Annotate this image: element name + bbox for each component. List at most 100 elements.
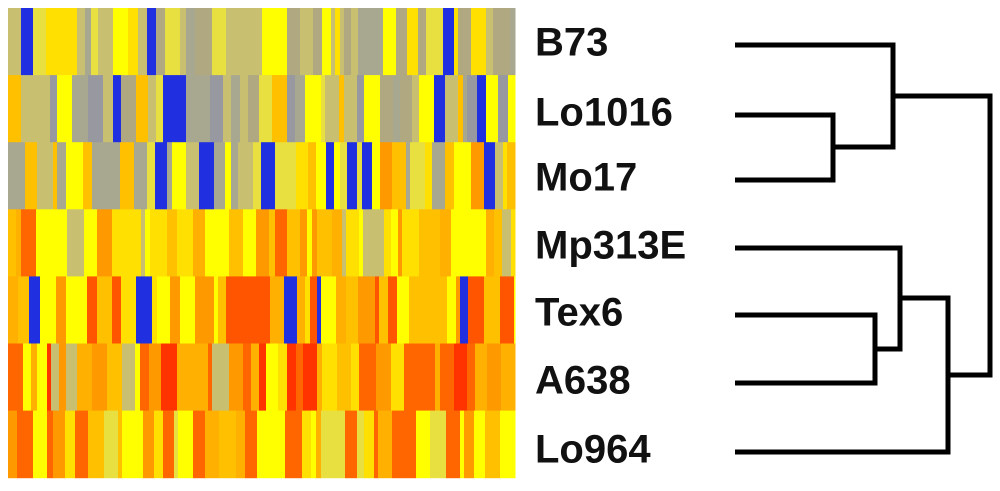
heatmap-cell bbox=[484, 276, 501, 344]
dendrogram-branch bbox=[735, 295, 951, 455]
heatmap-cell bbox=[256, 276, 271, 344]
heatmap-cell bbox=[303, 343, 318, 412]
heatmap-cell bbox=[112, 209, 126, 277]
heatmap-cell bbox=[357, 75, 365, 143]
heatmap-cell bbox=[392, 142, 407, 210]
heatmap-cell bbox=[412, 75, 420, 143]
heatmap-cell bbox=[467, 75, 478, 143]
heatmap-cell bbox=[154, 410, 164, 479]
heatmap-cell bbox=[214, 142, 226, 210]
heatmap-cell bbox=[426, 8, 444, 76]
heatmap-cell bbox=[409, 276, 421, 344]
heatmap-cell bbox=[46, 8, 63, 76]
heatmap-cell bbox=[47, 410, 54, 479]
heatmap-cell bbox=[113, 8, 129, 76]
heatmap-cell bbox=[212, 8, 227, 76]
heatmap-cell bbox=[33, 75, 51, 143]
heatmap-cell bbox=[305, 75, 322, 143]
heatmap-cell bbox=[152, 276, 158, 344]
heatmap-cell bbox=[238, 142, 254, 210]
dendrogram-branch bbox=[735, 112, 836, 183]
heatmap-cell bbox=[424, 209, 441, 277]
heatmap bbox=[8, 8, 516, 479]
heatmap-cell bbox=[454, 142, 472, 210]
heatmap-cell bbox=[65, 410, 76, 479]
heatmap-cell bbox=[259, 75, 273, 143]
heatmap-cell bbox=[430, 410, 447, 479]
heatmap-cell bbox=[205, 410, 220, 479]
heatmap-cell bbox=[106, 142, 121, 210]
dendrogram-branch bbox=[735, 312, 878, 386]
heatmap-cell bbox=[419, 209, 425, 277]
heatmap-cell bbox=[416, 410, 431, 479]
heatmap-cell bbox=[77, 8, 86, 76]
heatmap-cell bbox=[172, 142, 187, 210]
heatmap-cell bbox=[500, 276, 515, 344]
heatmap-cell bbox=[420, 276, 436, 344]
heatmap-cell bbox=[351, 8, 359, 76]
heatmap-cell bbox=[122, 343, 136, 412]
heatmap-cell bbox=[410, 142, 426, 210]
heatmap-cell bbox=[357, 142, 363, 210]
heatmap-cell bbox=[486, 209, 495, 277]
heatmap-cell bbox=[346, 276, 359, 344]
heatmap-cell bbox=[113, 75, 122, 143]
heatmap-cell bbox=[266, 343, 279, 412]
heatmap-cell bbox=[467, 343, 476, 412]
heatmap-cell bbox=[155, 142, 168, 210]
heatmap-cell bbox=[227, 410, 237, 479]
heatmap-cell bbox=[410, 209, 420, 277]
heatmap-cell bbox=[219, 410, 228, 479]
heatmap-cell bbox=[120, 142, 135, 210]
heatmap-cell bbox=[486, 75, 499, 143]
heatmap-cell bbox=[33, 410, 48, 479]
heatmap-cell bbox=[72, 75, 89, 143]
heatmap-cell bbox=[92, 343, 108, 412]
heatmap-cell bbox=[296, 142, 304, 210]
heatmap-cell bbox=[471, 8, 487, 76]
heatmap-cell bbox=[329, 410, 339, 479]
heatmap-cell bbox=[53, 142, 58, 210]
heatmap-cell bbox=[8, 75, 22, 143]
heatmap-cell bbox=[165, 8, 181, 76]
heatmap-cell bbox=[391, 209, 399, 277]
heatmap-cell bbox=[199, 75, 211, 143]
heatmap-cell bbox=[460, 410, 465, 479]
heatmap-cell bbox=[270, 276, 285, 344]
heatmap-cell bbox=[140, 343, 150, 412]
heatmap-cell bbox=[446, 410, 461, 479]
heatmap-cell bbox=[443, 8, 455, 76]
heatmap-cell bbox=[29, 276, 41, 344]
heatmap-cell bbox=[339, 75, 345, 143]
heatmap-cell bbox=[193, 410, 206, 479]
heatmap-cell bbox=[322, 8, 332, 76]
heatmap-cell bbox=[278, 343, 288, 412]
heatmap-cell bbox=[138, 8, 148, 76]
heatmap-cell bbox=[364, 410, 375, 479]
heatmap-cell bbox=[243, 343, 252, 412]
heatmap-cell bbox=[156, 75, 164, 143]
heatmap-cell bbox=[337, 343, 352, 412]
heatmap-cell bbox=[364, 75, 381, 143]
heatmap-cell bbox=[454, 8, 459, 76]
heatmap-cell bbox=[425, 142, 433, 210]
heatmap-cell bbox=[195, 8, 213, 76]
heatmap-cell bbox=[251, 8, 263, 76]
heatmap-cell bbox=[107, 343, 123, 412]
heatmap-cell bbox=[456, 276, 461, 344]
heatmap-cell bbox=[500, 410, 516, 479]
heatmap-cell bbox=[208, 343, 213, 412]
heatmap-cell bbox=[303, 142, 309, 210]
heatmap-cell bbox=[363, 209, 370, 277]
heatmap-cell bbox=[163, 75, 177, 143]
heatmap-cell bbox=[300, 209, 308, 277]
heatmap-cell bbox=[470, 209, 487, 277]
heatmap-cell bbox=[18, 276, 30, 344]
heatmap-cell bbox=[59, 343, 67, 412]
heatmap-cell bbox=[300, 8, 314, 76]
heatmap-cell bbox=[313, 8, 323, 76]
heatmap-cell bbox=[53, 209, 68, 277]
heatmap-cell bbox=[121, 276, 137, 344]
heatmap-cell bbox=[91, 8, 99, 76]
heatmap-cell bbox=[380, 75, 386, 143]
